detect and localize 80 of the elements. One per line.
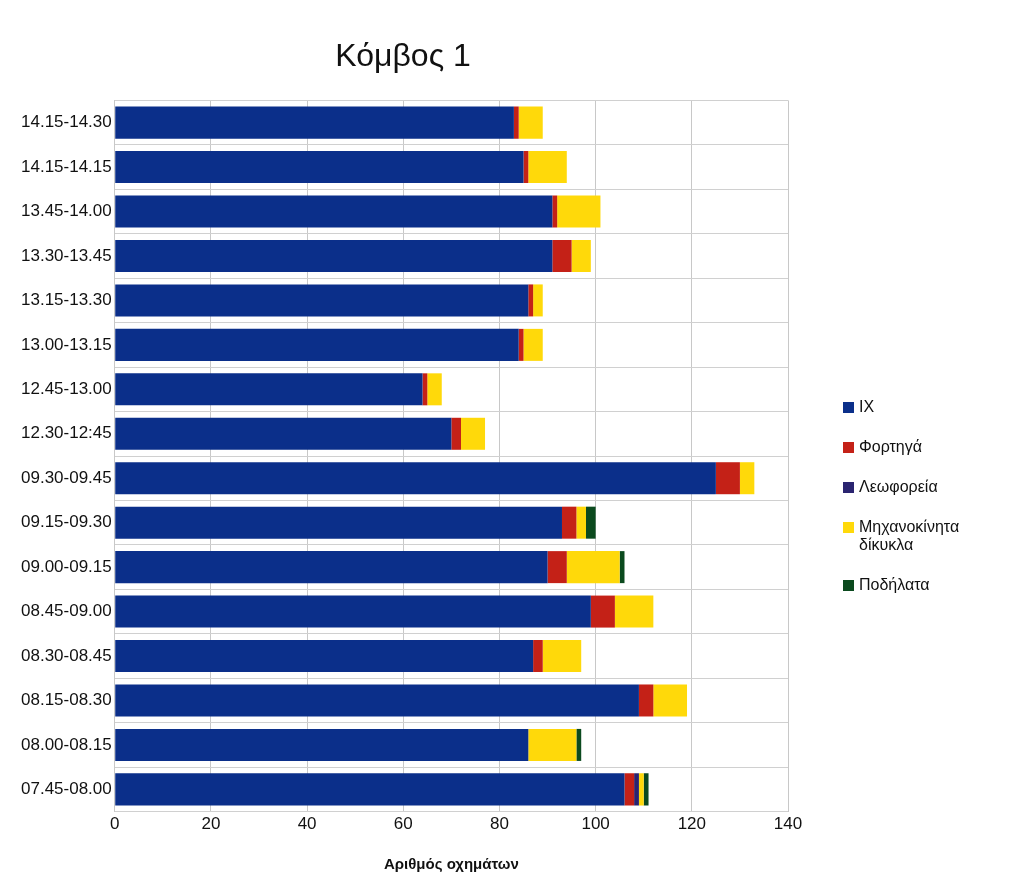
legend-label: Λεωφορεία	[859, 478, 939, 496]
legend-label: Μηχανοκίνητα δίκυκλα	[859, 518, 961, 554]
y-tick-label: 07.45-08.00	[20, 779, 112, 799]
y-tick-label: 13.15-13.30	[20, 290, 112, 310]
bar	[638, 773, 644, 806]
bar	[533, 640, 543, 673]
x-axis-title: Αριθμός οχημάτων	[383, 855, 519, 873]
y-tick-label: 09.15-09.30	[20, 512, 112, 532]
legend-label: Φορτηγά	[859, 438, 923, 456]
bar	[115, 640, 534, 673]
bar	[561, 506, 577, 539]
y-tick-label: 08.15-08.30	[20, 690, 112, 710]
bar	[460, 417, 486, 450]
bar	[715, 462, 740, 495]
bar	[634, 773, 639, 806]
bar	[513, 106, 519, 139]
bar	[518, 106, 543, 139]
y-tick-label: 08.00-08.15	[20, 734, 112, 754]
chart-title: Κόμβος 1	[335, 37, 471, 74]
bar	[590, 595, 615, 628]
x-tick-label: 100	[581, 814, 610, 834]
bar	[547, 551, 567, 584]
bar	[115, 195, 553, 228]
y-tick-label: 13.45-14.00	[20, 201, 112, 221]
y-tick-label: 13.30-13.45	[20, 245, 112, 265]
x-tick-label: 60	[393, 814, 413, 834]
y-tick-label: 12.45-13.00	[20, 379, 112, 399]
bar	[624, 773, 635, 806]
bar	[115, 284, 529, 317]
bar	[115, 506, 562, 539]
x-tick-label: 20	[201, 814, 221, 834]
bar	[533, 284, 543, 317]
bar	[115, 106, 514, 139]
y-tick-label: 09.00-09.15	[20, 556, 112, 576]
x-tick-label: 140	[773, 814, 803, 834]
bar	[115, 151, 524, 184]
bar	[566, 551, 620, 584]
bar	[115, 417, 452, 450]
bar	[115, 773, 625, 806]
bar	[528, 728, 577, 761]
bar	[653, 684, 688, 717]
bar	[552, 195, 558, 228]
bar	[542, 640, 582, 673]
bar	[451, 417, 461, 450]
bar	[643, 773, 649, 806]
x-tick-label: 80	[490, 814, 509, 834]
bar	[586, 506, 596, 539]
bar	[528, 284, 534, 317]
bar	[523, 328, 543, 361]
x-tick-label: 40	[297, 814, 317, 834]
bar	[576, 728, 582, 761]
bar	[576, 506, 587, 539]
bar	[571, 239, 591, 272]
bar	[614, 595, 654, 628]
bar	[427, 373, 442, 406]
legend-label: Ποδήλατα	[859, 576, 931, 594]
legend-label: ΙΧ	[859, 398, 876, 416]
bar	[115, 595, 591, 628]
bar	[518, 328, 524, 361]
x-tick-label: 120	[677, 814, 707, 834]
bar	[528, 151, 567, 184]
y-tick-label: 12.30-12:45	[20, 423, 112, 443]
y-tick-label: 08.45-09.00	[20, 601, 112, 621]
y-tick-label: 13.00-13.15	[20, 334, 112, 354]
y-tick-label: 09.30-09.45	[20, 467, 112, 487]
bar	[115, 328, 519, 361]
bar	[115, 239, 553, 272]
bar	[115, 551, 548, 584]
x-tick-label: 0	[110, 814, 120, 834]
bar	[115, 462, 716, 495]
bar	[739, 462, 755, 495]
bar	[115, 684, 639, 717]
y-tick-label: 14.15-14.15	[20, 156, 112, 176]
bar	[115, 373, 423, 406]
bar	[557, 195, 601, 228]
bar	[115, 728, 529, 761]
bar	[638, 684, 654, 717]
y-tick-label: 08.30-08.45	[20, 645, 112, 665]
bar	[552, 239, 572, 272]
y-tick-label: 14.15-14.30	[20, 112, 112, 132]
